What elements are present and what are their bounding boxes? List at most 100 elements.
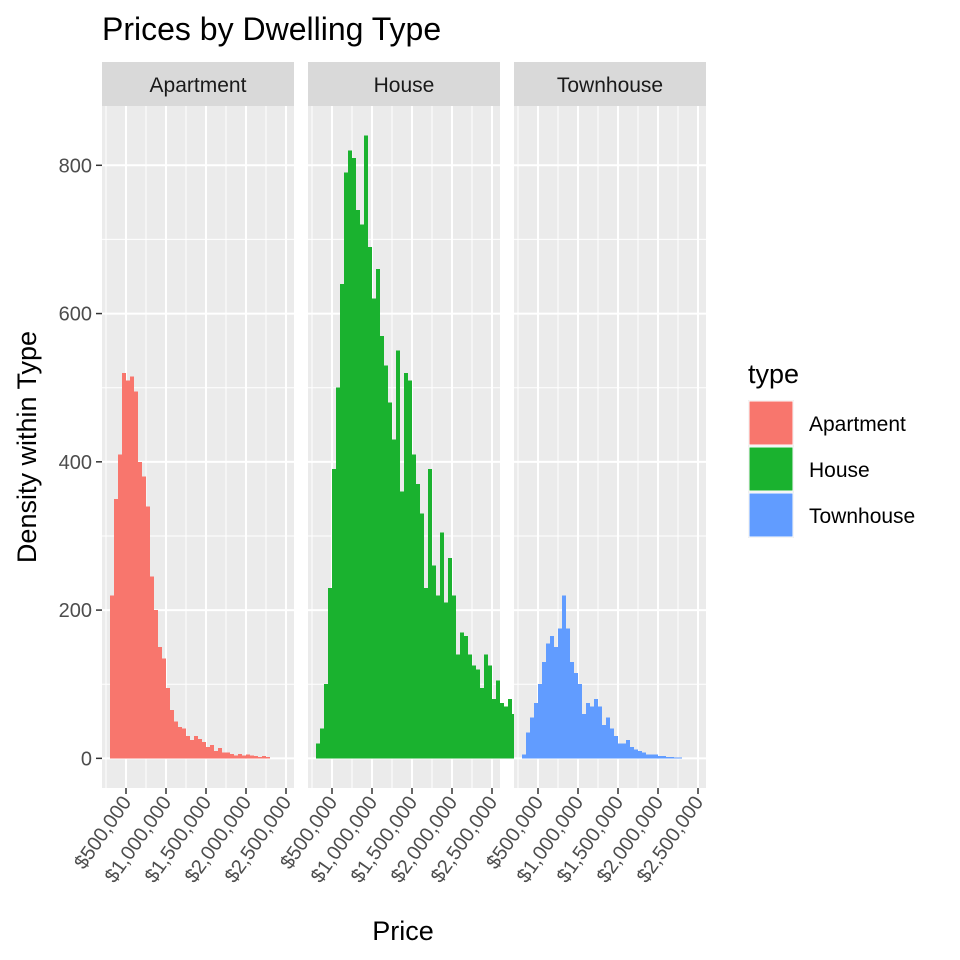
histogram-bar: [316, 743, 320, 759]
histogram-bar: [214, 750, 218, 759]
histogram-bar: [206, 747, 210, 759]
facet-panel-townhouse: Townhouse$500,000$1,000,000$1,500,000$2,…: [482, 62, 708, 887]
histogram-bar: [360, 224, 364, 759]
histogram-bar: [492, 699, 496, 759]
histogram-bar: [218, 747, 222, 759]
histogram-bar: [154, 610, 158, 759]
legend-key-apartment: [748, 400, 794, 446]
histogram-bar: [324, 684, 328, 759]
histogram-bar: [150, 576, 154, 759]
histogram-bar: [460, 632, 464, 759]
chart-title: Prices by Dwelling Type: [102, 11, 441, 47]
histogram-bar: [190, 739, 194, 759]
histogram-bar: [258, 756, 262, 759]
histogram-bar: [642, 752, 646, 759]
facet-strip-label: House: [374, 74, 435, 97]
histogram-bar: [368, 246, 372, 759]
histogram-bar: [468, 654, 472, 759]
y-tick-label: 800: [59, 155, 92, 177]
histogram-bar: [496, 680, 500, 759]
legend-label-apartment: Apartment: [809, 413, 906, 436]
legend-label-townhouse: Townhouse: [809, 505, 915, 528]
histogram-bar: [626, 739, 630, 759]
histogram-bar: [530, 717, 534, 759]
histogram-bar: [328, 587, 332, 759]
histogram-bar: [594, 699, 598, 759]
histogram-bar: [546, 643, 550, 759]
histogram-bar: [578, 684, 582, 759]
histogram-bar: [666, 756, 670, 759]
histogram-bar: [586, 702, 590, 759]
legend-key-house: [748, 446, 794, 492]
histogram-bar: [526, 732, 530, 759]
y-tick-label: 200: [59, 600, 92, 622]
histogram-bar: [372, 298, 376, 759]
histogram-bar: [654, 754, 658, 759]
histogram-bar: [424, 587, 428, 759]
y-axis: 0 200 400 600 800: [59, 155, 102, 770]
histogram-bar: [658, 756, 662, 759]
x-axis-title: Price: [372, 916, 434, 946]
histogram-bar: [352, 157, 356, 759]
histogram-bar: [388, 402, 392, 759]
histogram-bar: [456, 654, 460, 759]
histogram-bar: [550, 636, 554, 759]
histogram-bar: [480, 687, 484, 759]
facet-panel-apartment: Apartment$500,000$1,000,000$1,500,000$2,…: [70, 62, 296, 887]
histogram-bar: [146, 506, 150, 759]
histogram-bar: [412, 454, 416, 759]
histogram-bar: [174, 721, 178, 759]
histogram-bar: [266, 756, 270, 759]
histogram-bar: [448, 558, 452, 759]
histogram-bar: [522, 754, 526, 759]
histogram-bar: [238, 753, 242, 759]
histogram-bar: [166, 687, 170, 759]
legend-title: type: [748, 359, 799, 389]
histogram-bar: [178, 727, 182, 759]
y-tick-label: 0: [81, 748, 92, 770]
histogram-bar: [574, 673, 578, 759]
facet-strip: [514, 62, 706, 106]
histogram-bar: [356, 209, 360, 759]
facet-panels: Apartment$500,000$1,000,000$1,500,000$2,…: [59, 62, 708, 887]
y-tick-label: 400: [59, 452, 92, 474]
histogram-bar: [464, 636, 468, 759]
histogram-bar: [598, 706, 602, 759]
histogram-bar: [440, 532, 444, 759]
histogram-bar: [416, 484, 420, 759]
histogram-bar: [344, 172, 348, 759]
histogram-bar: [396, 350, 400, 759]
histogram-bar: [198, 739, 202, 759]
histogram-bar: [182, 728, 186, 759]
histogram-bar: [404, 372, 408, 759]
histogram-bar: [452, 595, 456, 759]
histogram-bar: [364, 135, 368, 759]
histogram-bar: [444, 602, 448, 759]
histogram-bar: [380, 335, 384, 759]
histogram-bar: [118, 454, 122, 759]
histogram-bar: [142, 476, 146, 759]
histogram-bar: [674, 757, 678, 759]
y-tick-label: 600: [59, 304, 92, 326]
histogram-bar: [500, 702, 504, 759]
histogram-bar: [226, 752, 230, 759]
legend-label-house: House: [809, 459, 870, 482]
histogram-bar: [570, 661, 574, 759]
histogram-bar: [230, 753, 234, 759]
histogram-bar: [566, 628, 570, 759]
histogram-bar: [618, 743, 622, 759]
histogram-bar: [246, 754, 250, 759]
histogram-bar: [320, 728, 324, 759]
histogram-bar: [162, 658, 166, 759]
histogram-bar: [222, 752, 226, 759]
histogram-bar: [634, 749, 638, 759]
histogram-bar: [590, 706, 594, 759]
histogram-bar: [472, 665, 476, 759]
facet-strip-label: Townhouse: [557, 74, 663, 97]
histogram-bar: [534, 702, 538, 759]
histogram-bar: [558, 628, 562, 759]
histogram-bar: [428, 469, 432, 759]
histogram-bar: [242, 755, 246, 759]
